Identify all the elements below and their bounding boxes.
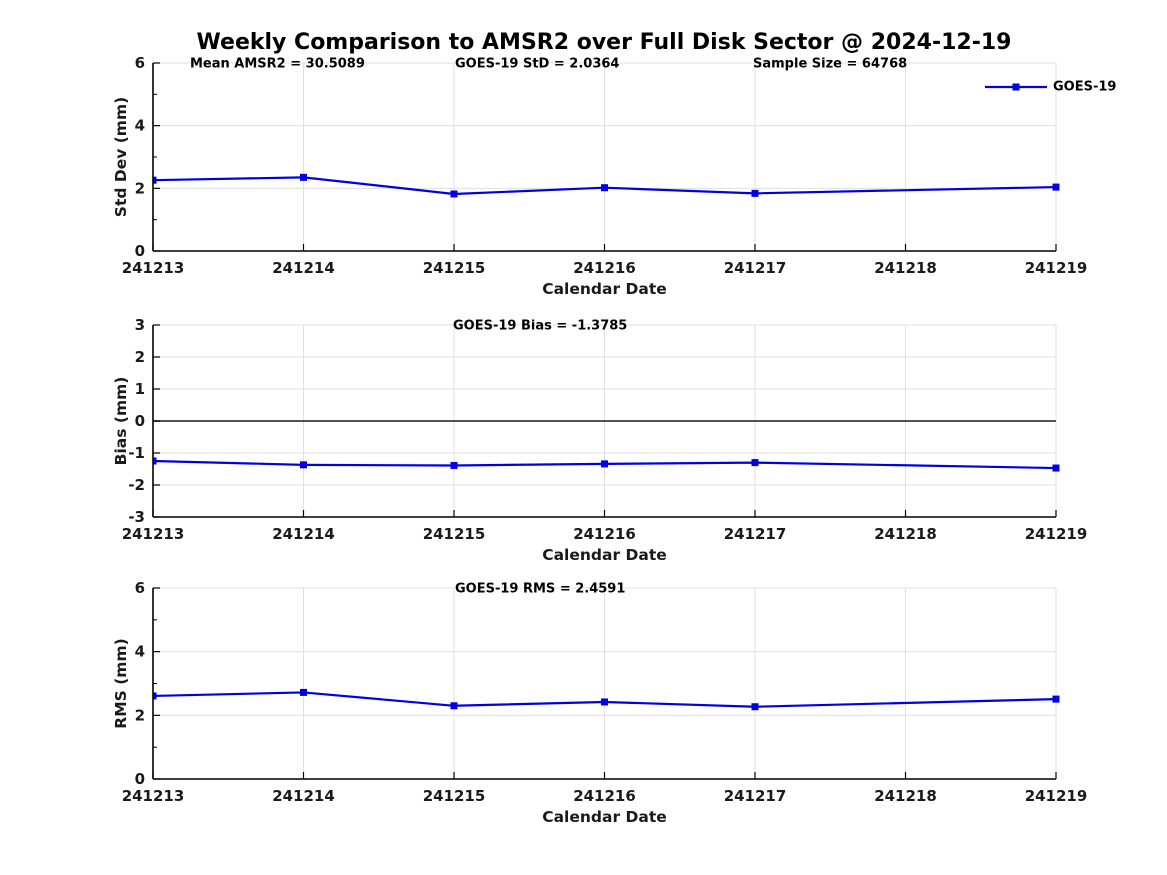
y-axis-label: RMS (mm): [112, 638, 130, 728]
series-line: [153, 459, 1057, 470]
y-axis-label: Bias (mm): [112, 377, 130, 466]
data-point-marker: [1052, 695, 1060, 703]
x-tick-label: 241219: [1025, 259, 1088, 277]
data-point-marker: [601, 460, 608, 468]
y-tick-label: -3: [128, 508, 145, 526]
x-tick-label: 241214: [272, 787, 335, 805]
data-point-marker: [1052, 183, 1060, 191]
data-point-marker: [751, 459, 759, 467]
x-tick-label: 241217: [724, 525, 787, 543]
series-group: [153, 173, 1060, 198]
y-tick-label: 2: [135, 179, 145, 197]
y-tick-label: 3: [135, 316, 145, 334]
x-tick-label: 241219: [1025, 525, 1088, 543]
series-group: [153, 457, 1060, 472]
x-tick-label: 241216: [573, 525, 636, 543]
y-tick-label: -2: [128, 476, 145, 494]
legend: GOES-19: [985, 80, 1116, 95]
data-point-marker: [153, 176, 157, 184]
y-tick-label: 6: [135, 579, 145, 597]
subplot-bias: -3 -2 -1 0 1 2 3 241213 241214 241215 241216 241217…: [112, 316, 1087, 564]
y-tick-label: 0: [135, 242, 145, 260]
data-point-marker: [450, 190, 458, 198]
series-group: [153, 688, 1060, 711]
data-point-marker: [153, 457, 157, 465]
series-line: [153, 176, 1057, 196]
data-point-marker: [751, 189, 759, 197]
annotation-text: Mean AMSR2 = 30.5089: [190, 57, 365, 72]
data-point-marker: [300, 173, 307, 181]
x-tick-label: 241218: [874, 525, 937, 543]
data-point-marker: [751, 703, 759, 711]
x-axis-label: Calendar Date: [542, 546, 667, 564]
annotation-text: GOES-19 StD = 2.0364: [455, 57, 619, 72]
y-tick-label: 4: [135, 117, 145, 135]
x-tick-label: 241214: [272, 525, 335, 543]
legend-marker-icon: [1012, 83, 1020, 91]
annotation-text: GOES-19 RMS = 2.4591: [455, 582, 625, 597]
y-tick-label: 6: [135, 54, 145, 72]
data-point-marker: [601, 184, 608, 192]
x-tick-label: 241216: [573, 259, 636, 277]
x-tick-label: 241214: [272, 259, 335, 277]
data-point-marker: [1052, 464, 1060, 472]
chart-title: Weekly Comparison to AMSR2 over Full Dis…: [196, 30, 1012, 55]
x-axis-label: Calendar Date: [542, 280, 667, 298]
data-point-marker: [450, 461, 458, 469]
data-point-marker: [601, 698, 608, 706]
y-tick-label: 0: [135, 770, 145, 788]
data-point-marker: [450, 702, 458, 710]
x-tick-label: 241216: [573, 787, 636, 805]
x-tick-label: 241213: [122, 259, 185, 277]
x-tick-label: 241217: [724, 259, 787, 277]
x-tick-label: 241213: [122, 787, 185, 805]
subplot-stddev: 0 2 4 6 241213 241214 241215 241216 241217 241218…: [112, 54, 1116, 298]
data-point-marker: [153, 692, 157, 700]
x-tick-label: 241215: [423, 525, 486, 543]
data-point-marker: [300, 461, 307, 469]
subplot-rms: 0 2 4 6 241213 241214 241215 241216 241217 241218…: [112, 579, 1087, 826]
x-axis-label: Calendar Date: [542, 808, 667, 826]
legend-label: GOES-19: [1053, 80, 1116, 95]
y-tick-label: 1: [135, 380, 145, 398]
x-tick-label: 241218: [874, 259, 937, 277]
annotation-text: Sample Size = 64768: [753, 57, 907, 72]
x-tick-label: 241217: [724, 787, 787, 805]
y-tick-label: -1: [128, 444, 145, 462]
annotation-text: GOES-19 Bias = -1.3785: [453, 319, 627, 334]
x-tick-label: 241219: [1025, 787, 1088, 805]
x-tick-label: 241215: [423, 787, 486, 805]
y-tick-label: 0: [135, 412, 145, 430]
y-tick-label: 2: [135, 348, 145, 366]
y-tick-label: 4: [135, 643, 145, 661]
x-tick-label: 241215: [423, 259, 486, 277]
x-tick-label: 241213: [122, 525, 185, 543]
series-line: [153, 691, 1057, 708]
y-axis-label: Std Dev (mm): [112, 97, 130, 217]
y-tick-label: 2: [135, 706, 145, 724]
x-tick-label: 241218: [874, 787, 937, 805]
data-point-marker: [300, 688, 307, 696]
